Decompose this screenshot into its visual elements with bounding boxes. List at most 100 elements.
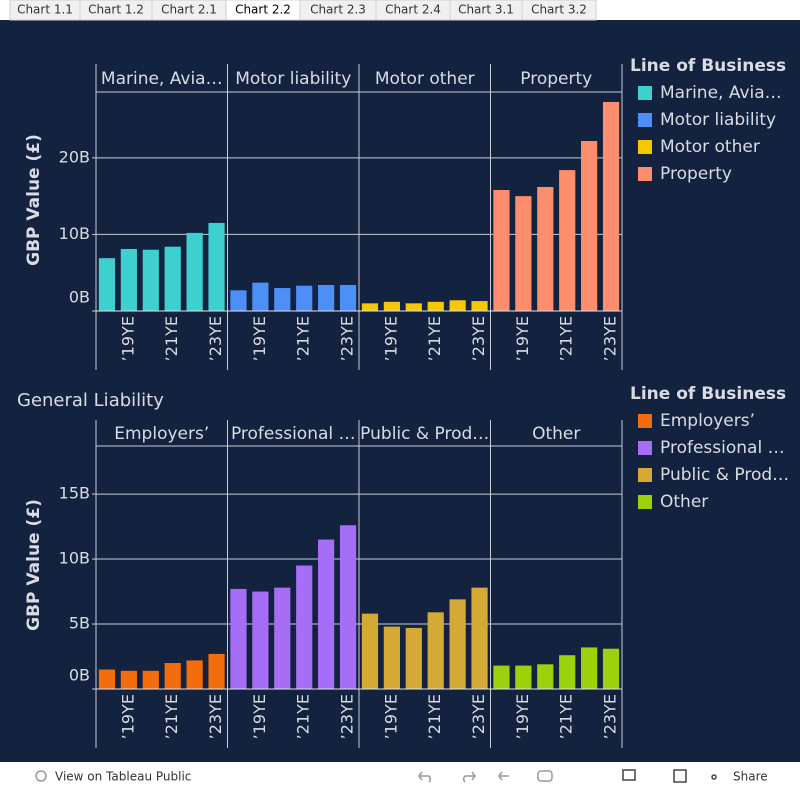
tab-label[interactable]: Chart 2.4: [385, 3, 441, 17]
legend-swatch: [638, 113, 652, 127]
y-axis-label: GBP Value (£): [24, 499, 44, 631]
share-button[interactable]: Share: [733, 770, 768, 784]
x-tick-label: ’23YE: [338, 316, 357, 361]
legend-swatch: [638, 468, 652, 482]
bar: [339, 284, 357, 311]
panel-header: Professional …: [231, 424, 356, 444]
bar: [230, 290, 247, 311]
y-tick-label: 20B: [59, 147, 90, 166]
tab-label[interactable]: Chart 1.2: [88, 3, 144, 17]
x-tick-label: ’19YE: [118, 316, 137, 361]
bar: [559, 655, 576, 689]
x-tick-label: ’19YE: [513, 694, 532, 739]
bar: [296, 565, 313, 689]
panel-header: Marine, Avia…: [101, 69, 223, 89]
bar: [142, 670, 159, 689]
legend-label: Marine, Avia…: [660, 83, 782, 103]
x-tick-label: ’21YE: [557, 694, 576, 739]
panel-header: Motor liability: [235, 69, 351, 89]
bar: [98, 669, 116, 689]
bar: [515, 196, 532, 311]
legend-label: Public & Prod…: [660, 465, 789, 485]
toolbar-icons: [35, 769, 717, 783]
bar: [208, 653, 225, 689]
tab-label[interactable]: Chart 3.1: [458, 3, 514, 17]
refresh-icon[interactable]: [537, 770, 553, 782]
toolbar: [0, 762, 800, 790]
x-tick-label: ’21YE: [425, 316, 444, 361]
bar: [164, 663, 181, 689]
bar: [208, 222, 225, 311]
panel-header: Employers’: [114, 424, 209, 444]
bar: [515, 665, 532, 689]
tab-label[interactable]: Chart 3.2: [531, 3, 587, 17]
bar: [471, 301, 488, 311]
x-tick-label: ’23YE: [601, 694, 620, 739]
bar: [449, 300, 466, 311]
tab-label[interactable]: Chart 2.3: [310, 3, 366, 17]
x-tick-label: ’19YE: [118, 694, 137, 739]
redo-icon[interactable]: [462, 771, 476, 783]
legend-swatch: [638, 140, 652, 154]
bar: [230, 588, 247, 689]
x-tick-label: ’19YE: [381, 316, 400, 361]
x-tick-label: ’23YE: [206, 694, 225, 739]
bar: [142, 249, 159, 311]
x-tick-label: ’21YE: [425, 694, 444, 739]
bar: [559, 170, 576, 311]
legend-label: Property: [660, 164, 732, 184]
bar: [252, 282, 269, 311]
bar: [274, 587, 291, 689]
chart-title: General Liability: [17, 390, 164, 411]
bar: [252, 591, 269, 689]
bar: [318, 284, 335, 311]
bar: [339, 525, 357, 689]
panel-header: Motor other: [375, 69, 475, 89]
tab-label[interactable]: Chart 2.1: [161, 3, 217, 17]
bar: [164, 246, 181, 311]
legend-label: Employers’: [660, 411, 755, 431]
tab-label[interactable]: Chart 2.2: [235, 3, 291, 17]
x-tick-label: ’21YE: [294, 694, 313, 739]
bar: [602, 648, 620, 689]
download-icon[interactable]: [622, 769, 636, 781]
legend-label: Motor other: [660, 137, 760, 157]
undo-icon[interactable]: [418, 771, 432, 783]
tab[interactable]: [521, 0, 597, 21]
x-tick-label: ’23YE: [206, 316, 225, 361]
tableau-icon[interactable]: [35, 770, 47, 782]
legend-swatch: [638, 441, 652, 455]
bar: [98, 258, 116, 311]
bar: [186, 232, 203, 311]
tab-label[interactable]: Chart 1.1: [17, 3, 73, 17]
view-link[interactable]: View on Tableau Public: [55, 770, 191, 784]
y-axis-label: GBP Value (£): [24, 134, 44, 266]
bar: [186, 660, 203, 689]
x-tick-label: ’21YE: [294, 316, 313, 361]
legend-title: Line of Business: [630, 56, 786, 76]
panel-header: Public & Prod…: [360, 424, 489, 444]
x-tick-label: ’21YE: [162, 694, 181, 739]
x-tick-label: ’23YE: [469, 694, 488, 739]
revert-icon[interactable]: [498, 771, 509, 781]
legend-label: Professional …: [660, 438, 785, 458]
legend-label: Motor liability: [660, 110, 776, 130]
y-tick-label: 0B: [69, 288, 90, 307]
share-icon[interactable]: [711, 774, 717, 780]
bar: [537, 664, 554, 689]
bar: [383, 626, 400, 689]
bar: [449, 599, 466, 689]
bar: [296, 285, 313, 311]
fullscreen-icon[interactable]: [673, 769, 687, 783]
bar: [537, 186, 554, 311]
y-tick-label: 15B: [59, 484, 90, 503]
bar: [493, 665, 510, 689]
x-tick-label: ’23YE: [469, 316, 488, 361]
bar: [405, 303, 422, 311]
bar: [471, 587, 488, 689]
y-tick-label: 10B: [59, 549, 90, 568]
bar: [427, 301, 444, 311]
panel-header: Property: [520, 69, 592, 89]
